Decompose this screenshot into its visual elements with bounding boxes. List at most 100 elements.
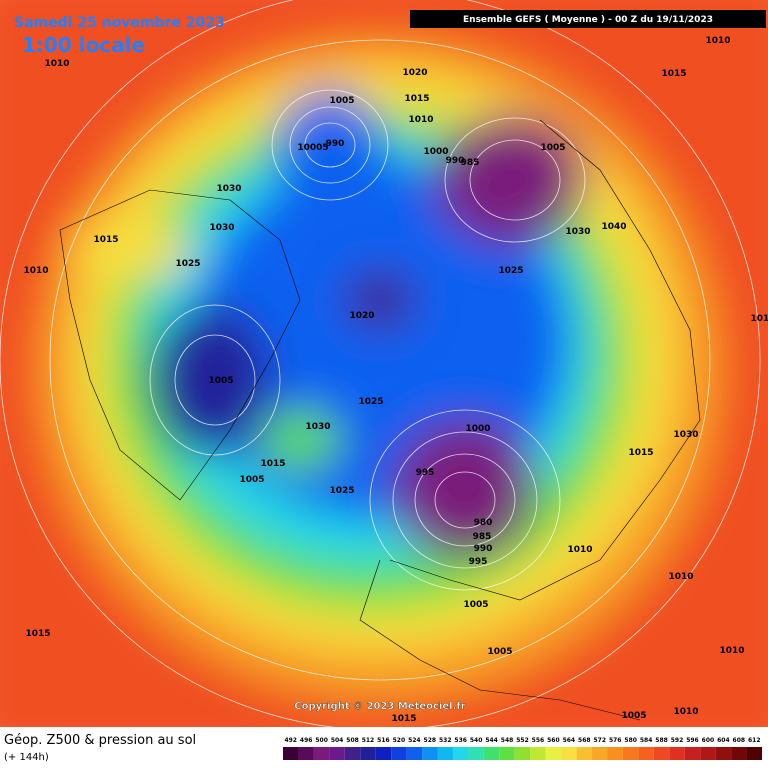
scale-label: 600	[702, 737, 715, 744]
scale-swatch	[561, 747, 577, 760]
isobar-label: 985	[461, 158, 480, 168]
isobar-label: 995	[469, 557, 488, 567]
scale-label: 604	[717, 737, 730, 744]
isobar-label: 990	[474, 544, 493, 554]
scale-label: 492	[284, 737, 297, 744]
isobar-label: 1015	[404, 94, 429, 104]
scale-label: 576	[609, 737, 622, 744]
isobar-label: 1010	[23, 266, 48, 276]
scale-swatch	[313, 747, 330, 760]
isobar-label: 1015	[260, 459, 285, 469]
scale-label: 584	[640, 737, 653, 744]
scale-swatch	[592, 747, 608, 760]
isobar-label: 1010	[673, 707, 698, 717]
scale-swatch	[530, 747, 546, 760]
model-info: Ensemble GEFS ( Moyenne ) - 00 Z du 19/1…	[463, 15, 713, 25]
date: Samedi 25 novembre 2023	[14, 15, 225, 31]
isobar-label: 1015	[93, 235, 118, 245]
coastlines	[59, 119, 701, 721]
scale-swatch	[731, 747, 747, 760]
isobar-label: 1010	[719, 646, 744, 656]
scale-swatch	[468, 747, 484, 760]
isobar-label: 1025	[329, 486, 354, 496]
isobar-label: 1010	[408, 115, 433, 125]
scale-label: 516	[377, 737, 390, 744]
isobar-label: 1010	[750, 314, 768, 324]
copyright: Copyright © 2023 Meteociel.fr	[294, 701, 465, 712]
scale-swatch	[360, 747, 376, 760]
scale-swatch	[715, 747, 732, 760]
isobar-label: 1010	[668, 572, 693, 582]
model-banner	[410, 10, 766, 28]
scale-swatch	[545, 747, 562, 760]
isobar-label: 1025	[358, 397, 383, 407]
scale-swatch	[483, 747, 500, 760]
isobar-label: 1020	[402, 68, 427, 78]
scale-swatch	[283, 747, 299, 760]
scale-label: 568	[578, 737, 591, 744]
scale-label: 500	[315, 737, 328, 744]
scale-swatch	[375, 747, 392, 760]
scale-swatch	[344, 747, 361, 760]
scale-swatch	[514, 747, 531, 760]
isobar-label: 1025	[498, 266, 523, 276]
scale-label: 552	[516, 737, 529, 744]
scale-label: 496	[300, 737, 313, 744]
scale-swatch	[622, 747, 639, 760]
scale-label: 612	[748, 737, 761, 744]
scale-label: 608	[733, 737, 746, 744]
scale-swatch	[298, 747, 314, 760]
isobar-label: 995	[416, 468, 435, 478]
scale-swatch	[422, 747, 438, 760]
scale-label: 508	[346, 737, 359, 744]
scale-label: 504	[331, 737, 344, 744]
scale-swatch	[437, 747, 453, 760]
scale-label: 532	[439, 737, 452, 744]
isobar-label: 1020	[349, 311, 374, 321]
isobar-label: 1005	[540, 143, 565, 153]
isobar-label: 1005	[239, 475, 264, 485]
isobar-label: 1030	[565, 227, 590, 237]
scale-label: 588	[655, 737, 668, 744]
color-scale: 492 496 500 504 508 512 516 520 524 528 532 536 540 5…	[283, 737, 762, 760]
scale-swatch	[576, 747, 593, 760]
scale-label: 528	[424, 737, 437, 744]
scale-swatch	[406, 747, 423, 760]
isobar-label: 1030	[209, 223, 234, 233]
scale-swatch	[607, 747, 623, 760]
footer-title: Géop. Z500 & pression au sol	[4, 733, 196, 748]
scale-label: 548	[501, 737, 514, 744]
scale-swatch	[499, 747, 515, 760]
isobar-label: 1010	[567, 545, 592, 555]
scale-swatch	[391, 747, 407, 760]
isobar-label: 990	[326, 139, 345, 149]
isobar-label: 10005	[297, 143, 328, 153]
scale-swatch	[669, 747, 685, 760]
isobar-label: 985	[473, 532, 492, 542]
scale-label: 520	[393, 737, 406, 744]
isobar-label: 1005	[487, 647, 512, 657]
scale-label: 512	[362, 737, 375, 744]
isobar-label: 1015	[25, 629, 50, 639]
isobar-label: 980	[474, 518, 493, 528]
isobar-label: 1005	[329, 96, 354, 106]
scale-label: 580	[624, 737, 637, 744]
scale-label: 564	[563, 737, 576, 744]
isobar-label: 1005	[621, 711, 646, 721]
isobar-label: 1010	[705, 36, 730, 46]
scale-label: 572	[593, 737, 606, 744]
isobar-label: 1005	[208, 376, 233, 386]
scale-swatch	[746, 747, 762, 760]
isobar-label: 1015	[661, 69, 686, 79]
scale-swatch	[452, 747, 469, 760]
isobar-label: 1015	[391, 714, 416, 724]
isobar-label: 1030	[216, 184, 241, 194]
isobar-label: 1030	[673, 430, 698, 440]
scale-label: 592	[671, 737, 684, 744]
scale-label: 540	[470, 737, 483, 744]
isobar-label: 1025	[175, 259, 200, 269]
isobar-label: 1005	[463, 600, 488, 610]
scale-label: 560	[547, 737, 560, 744]
